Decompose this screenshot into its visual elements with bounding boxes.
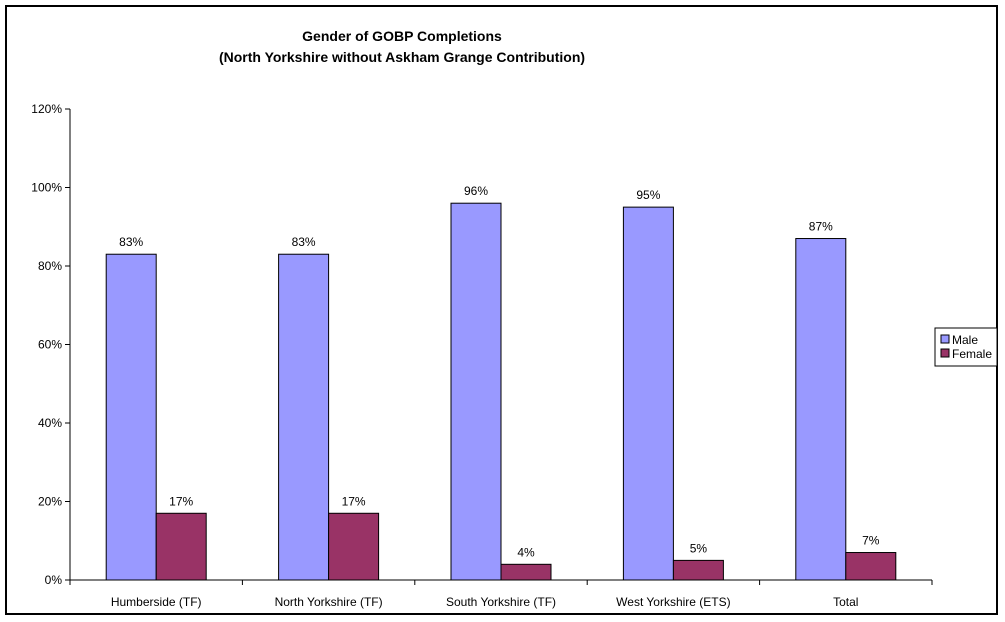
- x-tick-label: West Yorkshire (ETS): [616, 595, 730, 609]
- bar-female-1: [328, 512, 380, 581]
- y-tick-label: 20%: [38, 495, 62, 509]
- data-label: 95%: [636, 188, 660, 202]
- bar-female-0: [155, 512, 207, 581]
- data-label: 83%: [292, 235, 316, 249]
- bar-female-4: [845, 552, 897, 581]
- chart-title: Gender of GOBP Completions: [302, 28, 502, 44]
- data-label: 4%: [517, 545, 535, 559]
- x-tick-label: Humberside (TF): [111, 595, 202, 609]
- y-tick-label: 100%: [31, 181, 62, 195]
- bar-male-2: [450, 202, 502, 581]
- plot-area: 0% 20% 40% 60% 80% 100% 120% Humberside (TF) Nor…: [31, 102, 933, 609]
- data-label: 7%: [862, 534, 880, 548]
- data-label: 5%: [690, 541, 708, 555]
- x-tick-label: North Yorkshire (TF): [275, 595, 383, 609]
- bar-male-1: [278, 253, 330, 581]
- legend-swatch-male: [940, 334, 950, 344]
- y-tick-label: 80%: [38, 259, 62, 273]
- data-label: 83%: [119, 235, 143, 249]
- x-tick-label: South Yorkshire (TF): [446, 595, 556, 609]
- bar-female-3: [672, 559, 724, 581]
- data-label: 87%: [809, 220, 833, 234]
- y-tick-label: 40%: [38, 416, 62, 430]
- legend-box: [934, 327, 998, 367]
- bar-male-4: [795, 238, 847, 581]
- legend-label-male: Male: [952, 333, 978, 347]
- x-tick-label: Total: [833, 595, 858, 609]
- y-tick-label: 0%: [45, 573, 63, 587]
- y-tick-label: 120%: [31, 102, 62, 116]
- bar-male-0: [105, 253, 157, 581]
- y-tick-label: 60%: [38, 338, 62, 352]
- data-label: 17%: [169, 494, 193, 508]
- chart-subtitle: (North Yorkshire without Askham Grange C…: [219, 49, 585, 65]
- data-label: 17%: [342, 494, 366, 508]
- data-label: 96%: [464, 184, 488, 198]
- bar-male-3: [622, 206, 674, 581]
- bar-female-2: [500, 563, 552, 581]
- legend-label-female: Female: [952, 347, 992, 361]
- legend-swatch-female: [940, 348, 950, 358]
